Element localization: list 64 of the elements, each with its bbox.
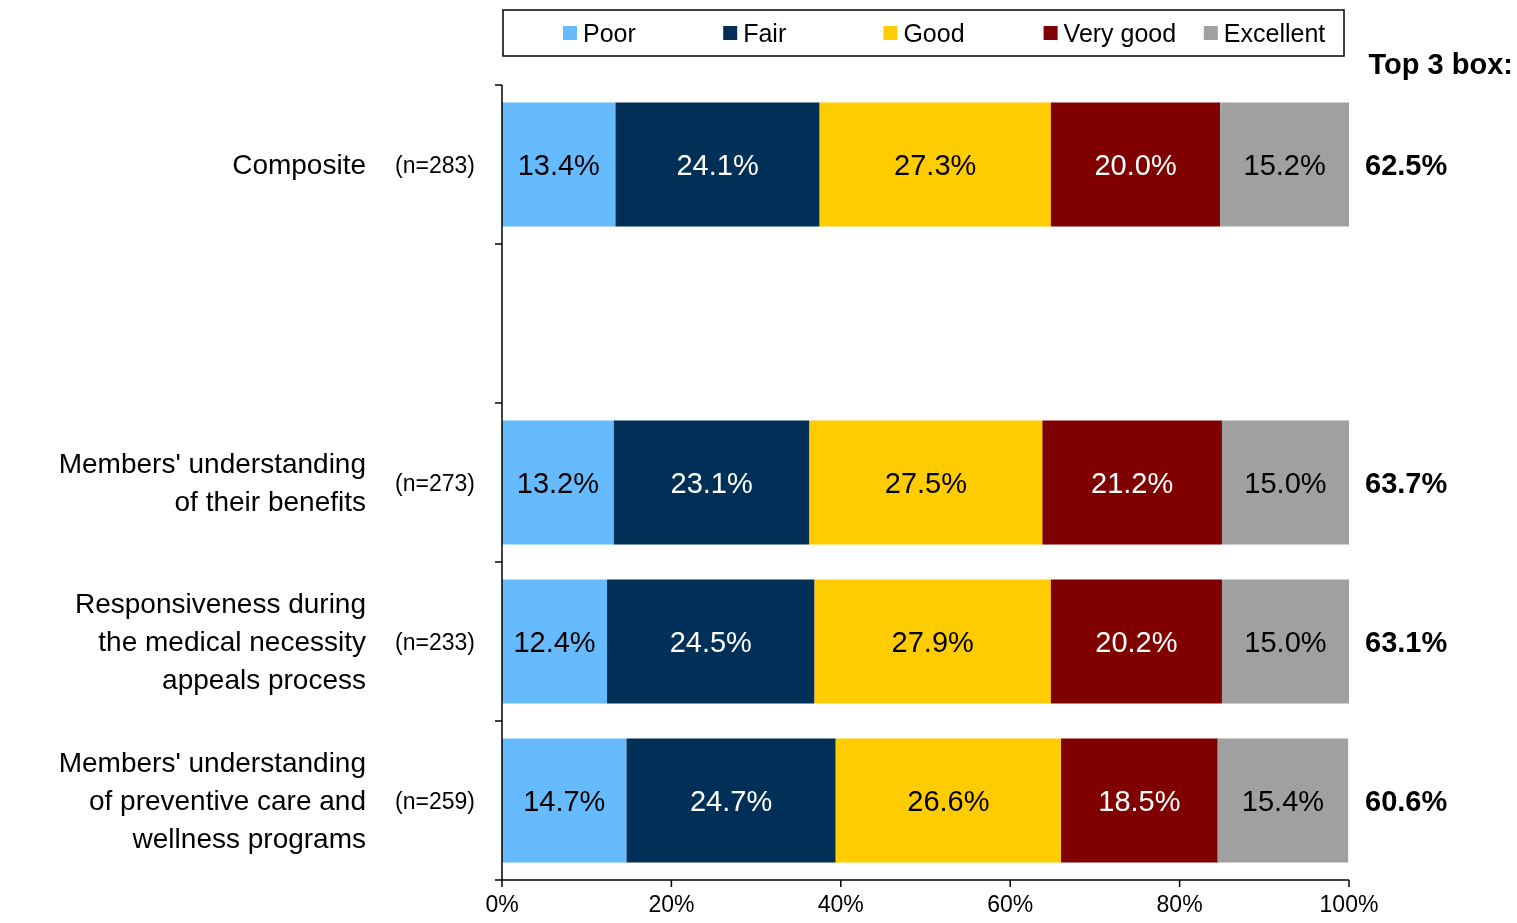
bar <box>1042 420 1222 545</box>
bar <box>502 102 616 227</box>
bar <box>1061 738 1218 863</box>
x-tick-label: 100% <box>1319 891 1379 918</box>
legend-label: Good <box>903 18 965 47</box>
text: Top 3 box: <box>1368 48 1513 81</box>
x-tick-label: 0% <box>485 891 519 918</box>
y-tick-label: Members' understanding of their benefits <box>58 448 366 518</box>
data-label: 13.4% <box>517 148 600 181</box>
text: (n=283) <box>395 151 475 178</box>
legend-label: Very good <box>1063 18 1177 47</box>
x-tick-label: 60% <box>987 891 1034 918</box>
text: 62.5% <box>1365 148 1448 181</box>
y-tick-label: Responsiveness during the medical necessity appeals process <box>74 588 366 696</box>
x-tick-label: 80% <box>1156 891 1203 918</box>
bar <box>607 579 815 704</box>
bar <box>1050 102 1221 227</box>
legend-label: Excellent <box>1223 18 1326 47</box>
x-tick-label: 20% <box>648 891 695 918</box>
text: 63.1% <box>1365 625 1448 658</box>
data-label: 24.7% <box>690 784 773 817</box>
bar <box>502 420 614 545</box>
data-label: 23.1% <box>670 466 753 499</box>
legend-label: Fair <box>743 18 787 47</box>
x-tick-label: 40% <box>817 891 864 918</box>
data-label: 20.0% <box>1094 148 1177 181</box>
data-label: 18.5% <box>1098 784 1181 817</box>
bar <box>1217 738 1349 863</box>
bar <box>626 738 836 863</box>
text: 60.6% <box>1365 784 1448 817</box>
text: (n=259) <box>395 787 475 814</box>
text: 63.7% <box>1365 466 1448 499</box>
data-label: 20.2% <box>1095 625 1178 658</box>
data-label: 15.0% <box>1244 466 1327 499</box>
bar <box>1050 579 1222 704</box>
bar <box>1221 579 1349 704</box>
bar <box>819 102 1051 227</box>
data-label: 15.2% <box>1243 148 1326 181</box>
data-label: 13.2% <box>516 466 600 499</box>
data-label: 12.4% <box>513 625 596 658</box>
data-label: 24.5% <box>669 625 752 658</box>
data-label: 27.9% <box>891 625 974 658</box>
y-tick-label: Members' understanding of preventive care and wellness programs <box>58 747 366 855</box>
text: (n=233) <box>395 628 475 655</box>
y-tick-label: Composite <box>232 149 366 181</box>
bar <box>814 579 1051 704</box>
bar <box>1221 420 1349 545</box>
data-label: 15.4% <box>1241 784 1325 817</box>
bar <box>835 738 1062 863</box>
bar <box>1220 102 1349 227</box>
bar <box>502 579 608 704</box>
data-label: 27.5% <box>884 466 968 499</box>
bar <box>615 102 820 227</box>
data-label: 15.0% <box>1244 625 1327 658</box>
data-label: 21.2% <box>1091 466 1174 499</box>
data-label: 26.6% <box>907 784 990 817</box>
data-label: 27.3% <box>894 148 977 181</box>
data-label: 14.7% <box>523 784 606 817</box>
legend-label: Poor <box>583 18 636 47</box>
bar <box>613 420 810 545</box>
bar <box>502 738 627 863</box>
text: (n=273) <box>395 469 475 496</box>
data-label: 24.1% <box>676 148 759 181</box>
bar <box>809 420 1043 545</box>
